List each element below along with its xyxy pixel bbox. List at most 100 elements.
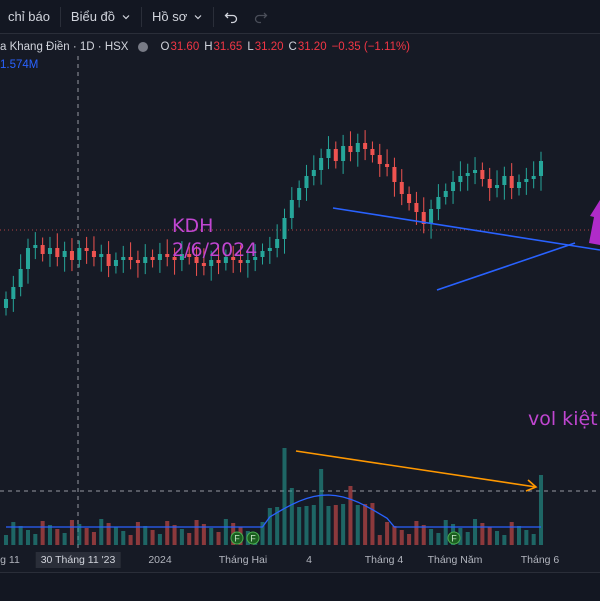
volume-bar — [216, 532, 221, 545]
candle-body — [495, 185, 500, 188]
time-axis[interactable]: g 11 30 Tháng 11 '23 2024 Tháng Hai 4 Th… — [0, 548, 600, 572]
volume-value: 1.574M — [0, 59, 39, 71]
low-value: 31.20 — [254, 41, 284, 53]
support-trendline — [436, 242, 576, 291]
indicators-button[interactable]: chỉ báo — [0, 0, 58, 33]
candle-body — [157, 254, 162, 260]
volume-bar — [62, 533, 67, 545]
candle-body — [458, 176, 463, 182]
volume-bar — [297, 507, 302, 545]
candle-body — [165, 254, 170, 257]
candle-body — [47, 248, 52, 254]
volume-bar — [304, 506, 309, 545]
candle-body — [385, 164, 390, 167]
breakout-arrow — [589, 200, 600, 245]
earnings-marker[interactable] — [230, 531, 244, 545]
undo-button[interactable] — [216, 0, 246, 33]
candle-body — [392, 167, 397, 182]
candle-body — [179, 254, 184, 260]
volume-bar — [495, 531, 500, 545]
candle-body — [407, 194, 412, 203]
candle-body — [3, 299, 9, 308]
volume-bar — [84, 528, 89, 545]
candle-body — [194, 257, 199, 263]
volume-bar — [113, 527, 118, 545]
candle-body — [473, 170, 478, 173]
volume-bar — [106, 523, 111, 545]
volume-bar — [11, 522, 16, 545]
volume-bar — [150, 530, 155, 545]
candle-body — [201, 263, 206, 266]
candle-body — [245, 260, 250, 263]
candle-body — [304, 176, 309, 188]
volume-bar — [319, 469, 324, 545]
volume-bar — [524, 530, 529, 545]
volume-bar — [421, 525, 426, 545]
candle-body — [62, 251, 67, 257]
volume-bar — [407, 534, 412, 545]
candle-body — [113, 260, 118, 266]
volume-bar — [385, 522, 390, 545]
volume-annotation[interactable]: vol kiệt — [528, 408, 598, 430]
candle-body — [253, 257, 258, 260]
volume-bar — [516, 526, 522, 545]
earnings-marker[interactable] — [246, 531, 260, 545]
open-key: O — [160, 41, 170, 53]
volume-bar — [143, 526, 148, 545]
candle-body — [91, 251, 96, 257]
volume-bar — [47, 525, 52, 545]
volume-bar — [509, 522, 514, 545]
volume-bar — [40, 521, 45, 545]
candle-body — [84, 248, 89, 251]
resistance-trendline — [332, 207, 600, 251]
candle-body — [209, 260, 214, 266]
ticker-annotation[interactable]: KDH 2/6/2024 — [172, 214, 257, 262]
candle-body — [480, 170, 485, 179]
candle-body — [77, 248, 82, 260]
volume-bar — [77, 524, 82, 545]
chevron-down-icon — [122, 14, 130, 19]
symbol-title[interactable]: a Khang Điền · 1D · HSX — [0, 41, 129, 53]
volume-bar — [69, 520, 74, 545]
candle-body — [25, 248, 31, 269]
volume-bar — [538, 475, 544, 545]
volume-bar — [187, 533, 192, 545]
volume-bar — [33, 534, 38, 545]
redo-icon — [255, 12, 268, 23]
candle-body — [187, 254, 192, 257]
high-key: H — [204, 41, 213, 53]
close-value: 31.20 — [297, 41, 327, 53]
date-text: 2/6/2024 — [172, 239, 258, 261]
bottom-bar — [0, 572, 600, 601]
volume-bar — [355, 505, 360, 545]
chart-type-dropdown[interactable]: Biểu đồ — [63, 0, 139, 33]
candle-body — [121, 257, 126, 260]
volume-bar — [201, 524, 206, 545]
candle-body — [414, 203, 419, 212]
redo-button[interactable] — [246, 0, 276, 33]
time-axis-label: Tháng 6 — [520, 554, 560, 566]
close-key: C — [288, 41, 297, 53]
volume-bar — [502, 535, 507, 545]
top-toolbar: chỉ báo Biểu đồ Hồ sơ — [0, 0, 600, 34]
market-status-icon — [138, 42, 149, 52]
volume-bar — [436, 533, 441, 545]
volume-ma-line — [6, 494, 541, 528]
volume-bar — [282, 448, 287, 545]
time-axis-label: Tháng Năm — [427, 554, 483, 566]
profile-dropdown[interactable]: Hồ sơ — [144, 0, 211, 33]
candle-body — [436, 197, 441, 209]
candle-body — [311, 170, 316, 176]
candle-body — [319, 158, 324, 170]
candle-body — [341, 146, 346, 161]
volume-series — [3, 448, 544, 545]
earnings-marker[interactable] — [447, 531, 461, 545]
candle-body — [172, 257, 177, 260]
volume-bar — [275, 507, 280, 545]
earnings-marker-label: F — [234, 534, 240, 544]
high-value: 31.65 — [213, 41, 243, 53]
candle-body — [429, 209, 434, 224]
volume-bar — [165, 521, 170, 545]
volume-bar — [179, 529, 184, 545]
